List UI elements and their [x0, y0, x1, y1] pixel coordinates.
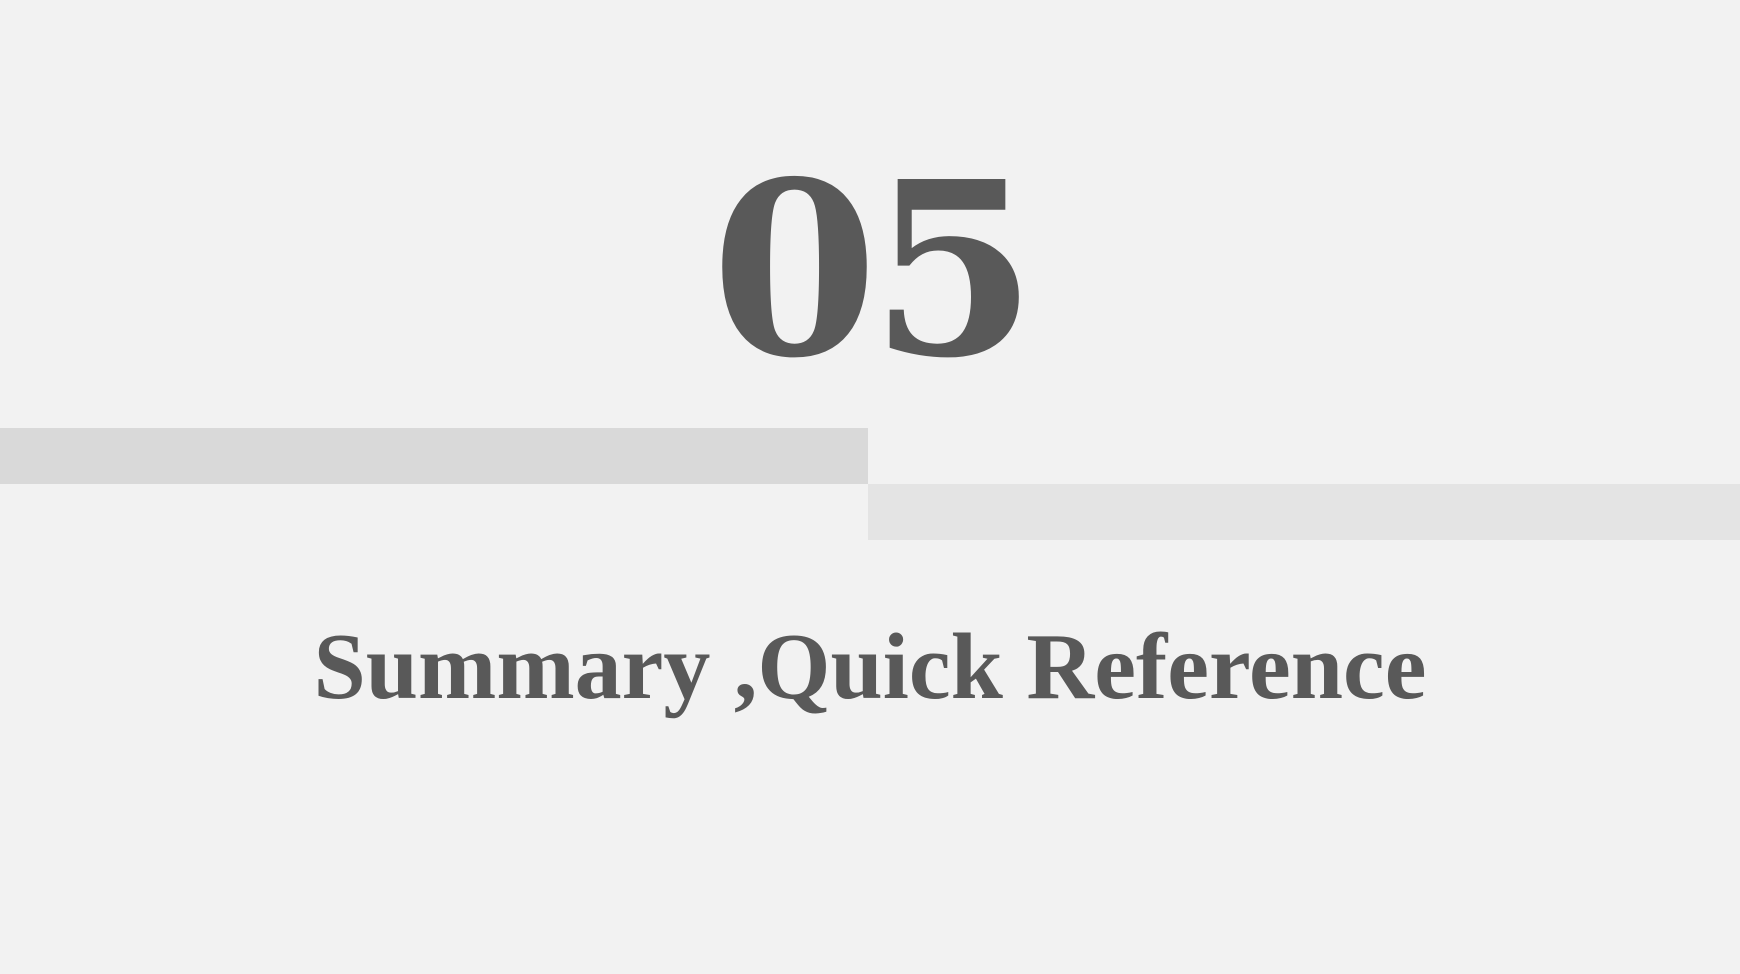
decorative-band-left	[0, 428, 868, 484]
section-title: Summary ,Quick Reference	[313, 615, 1427, 719]
section-number: 05	[711, 129, 1037, 411]
decorative-band-right	[868, 484, 1740, 540]
